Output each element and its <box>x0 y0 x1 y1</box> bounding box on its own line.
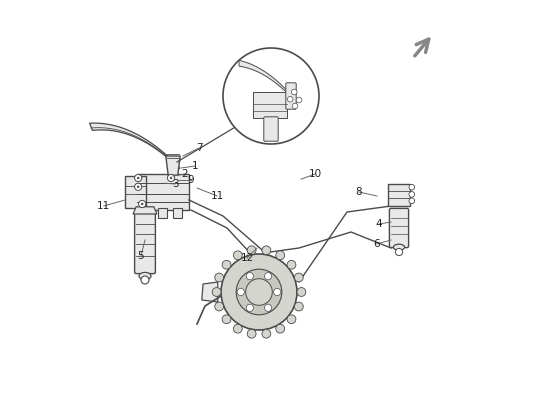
Circle shape <box>221 254 297 330</box>
Circle shape <box>233 251 242 260</box>
FancyBboxPatch shape <box>158 208 167 218</box>
Circle shape <box>212 288 221 296</box>
FancyBboxPatch shape <box>142 208 151 218</box>
Circle shape <box>409 198 415 204</box>
Circle shape <box>246 273 254 280</box>
Circle shape <box>297 288 306 296</box>
Polygon shape <box>239 60 287 93</box>
Text: 7: 7 <box>196 143 202 153</box>
FancyBboxPatch shape <box>253 92 287 118</box>
Text: 12: 12 <box>240 253 254 263</box>
FancyBboxPatch shape <box>135 212 156 274</box>
FancyBboxPatch shape <box>173 208 182 218</box>
FancyBboxPatch shape <box>264 117 278 141</box>
Circle shape <box>222 260 231 269</box>
Circle shape <box>274 288 281 296</box>
Circle shape <box>276 324 284 333</box>
Circle shape <box>265 273 272 280</box>
Circle shape <box>137 186 139 188</box>
Circle shape <box>262 246 271 255</box>
Text: 10: 10 <box>309 169 322 179</box>
Text: 9: 9 <box>188 175 194 185</box>
Circle shape <box>294 302 303 311</box>
Circle shape <box>135 183 142 190</box>
FancyBboxPatch shape <box>286 83 296 109</box>
Polygon shape <box>90 123 179 169</box>
FancyBboxPatch shape <box>137 174 189 210</box>
Circle shape <box>292 103 298 109</box>
Circle shape <box>141 203 144 205</box>
Circle shape <box>262 329 271 338</box>
Circle shape <box>139 200 146 208</box>
Polygon shape <box>133 207 157 214</box>
Circle shape <box>214 273 223 282</box>
Circle shape <box>246 279 272 305</box>
Circle shape <box>170 177 172 179</box>
Text: 2: 2 <box>182 169 188 179</box>
Polygon shape <box>166 156 180 175</box>
Circle shape <box>248 246 256 255</box>
Circle shape <box>395 248 403 256</box>
Circle shape <box>167 174 174 182</box>
Circle shape <box>237 288 244 296</box>
Circle shape <box>246 304 254 311</box>
Circle shape <box>296 97 302 103</box>
Text: 6: 6 <box>373 239 380 249</box>
Circle shape <box>265 304 272 311</box>
FancyBboxPatch shape <box>125 176 146 208</box>
Text: 11: 11 <box>97 201 111 211</box>
Text: 4: 4 <box>376 219 382 229</box>
Ellipse shape <box>139 272 151 280</box>
Circle shape <box>233 324 242 333</box>
Circle shape <box>288 96 293 102</box>
Circle shape <box>141 276 149 284</box>
Circle shape <box>137 177 139 179</box>
Circle shape <box>248 329 256 338</box>
Circle shape <box>287 260 296 269</box>
Circle shape <box>135 174 142 182</box>
Circle shape <box>222 315 231 324</box>
Circle shape <box>236 269 282 315</box>
Polygon shape <box>202 282 218 302</box>
Text: 8: 8 <box>356 187 362 197</box>
Circle shape <box>214 302 223 311</box>
Circle shape <box>409 184 415 190</box>
Circle shape <box>294 273 303 282</box>
Text: 11: 11 <box>210 191 224 201</box>
FancyBboxPatch shape <box>388 184 410 206</box>
Ellipse shape <box>393 244 405 250</box>
Circle shape <box>287 315 296 324</box>
Circle shape <box>223 48 319 144</box>
Text: 1: 1 <box>192 161 199 171</box>
Circle shape <box>409 192 415 197</box>
Text: 3: 3 <box>172 179 178 189</box>
Circle shape <box>292 89 297 95</box>
FancyBboxPatch shape <box>389 208 409 248</box>
Circle shape <box>276 251 284 260</box>
Text: 5: 5 <box>138 251 144 261</box>
